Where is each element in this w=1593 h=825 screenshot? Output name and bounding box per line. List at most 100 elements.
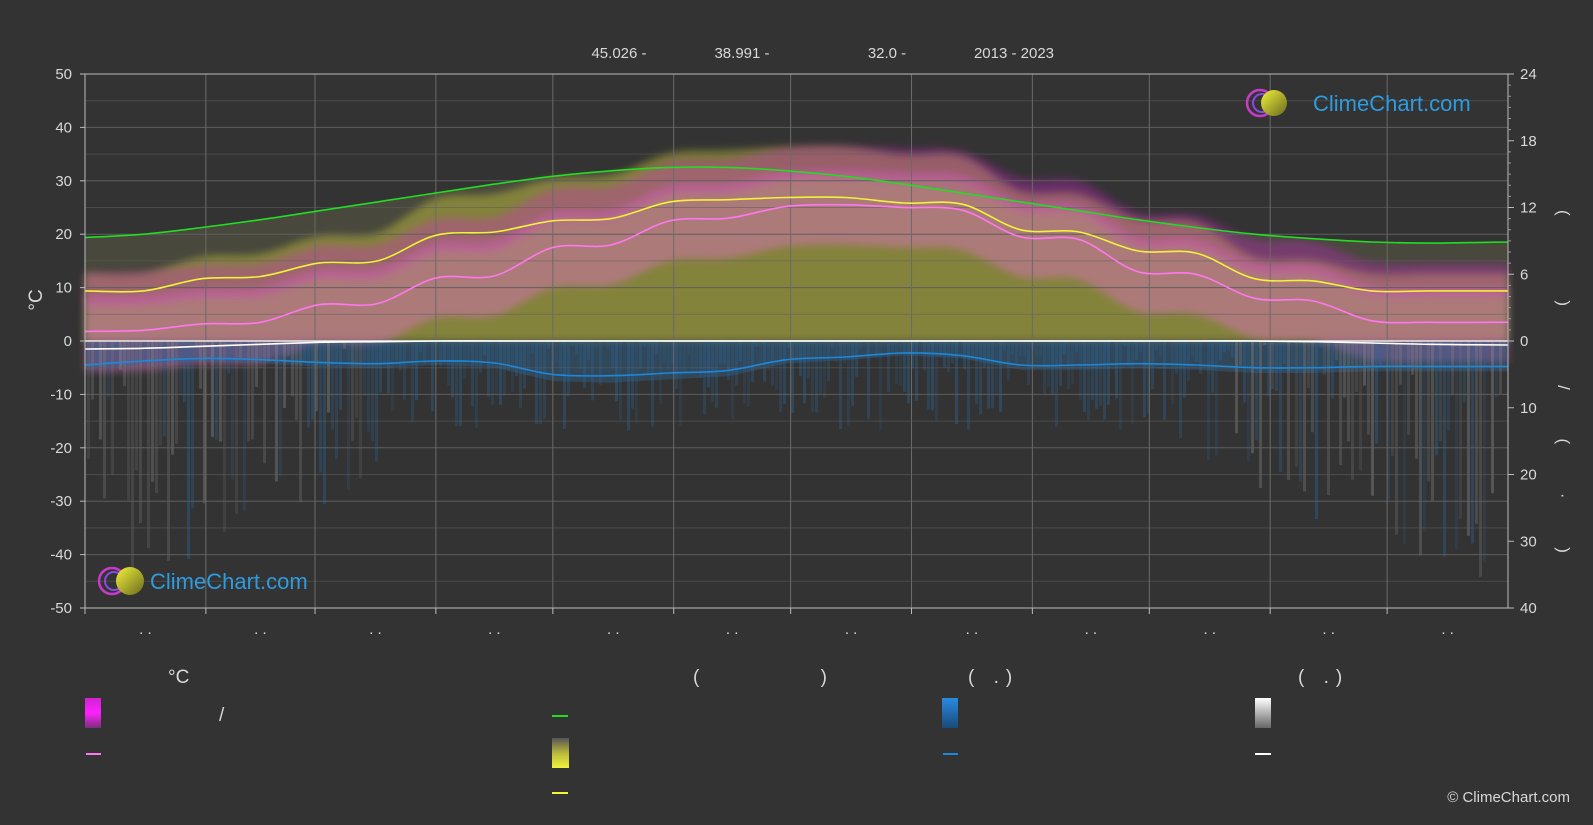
precip-streak [507,341,510,372]
header-longitude: 38.991 - [714,45,769,62]
precip-streak [1267,341,1270,397]
precip-streak [723,341,726,364]
x-month-label: . . [1085,621,1098,638]
precip-streak [663,341,666,364]
precip-streak [351,341,354,442]
precip-streak [975,341,978,405]
precip-streak [183,341,186,403]
precip-streak [1199,341,1202,374]
precip-streak [1019,341,1022,356]
precip-streak [1263,341,1266,345]
precip-streak [1343,341,1346,398]
left-axis-label: °C [26,289,47,310]
right-top-tick-label: 6 [1520,266,1528,283]
left-tick-label: -30 [50,493,72,510]
precip-streak [235,341,238,514]
precip-streak [1099,341,1102,406]
precip-streak [1423,341,1426,532]
precip-streak [983,341,986,368]
precip-streak [215,341,218,440]
precip-streak [195,341,198,347]
precip-streak [587,341,590,361]
precip-streak [187,341,190,559]
precip-streak [751,341,754,382]
precip-streak [907,341,910,404]
left-tick-label: -10 [50,386,72,403]
precip-streak [1271,341,1274,390]
precip-streak [1399,341,1402,385]
precip-streak [327,341,330,413]
precip-streak [1047,341,1050,387]
legend-sunshine-band-swatch [552,738,569,768]
brand-logo-bottom[interactable]: ClimeChart.com [97,566,308,596]
precip-streak [811,341,814,413]
precip-streak [851,341,854,407]
sunshine-line [84,196,1508,293]
precip-streak [763,341,766,382]
precip-streak [1339,341,1342,465]
precip-streak [263,341,266,464]
precip-streak [147,341,150,549]
precip-streak [667,341,670,371]
legend-col1-header: °C [168,667,189,688]
precip-streak [519,341,522,408]
temp-max-band [85,145,1508,305]
left-tick-label: -40 [50,547,72,564]
x-month-label: . . [845,621,858,638]
precip-streak [1371,341,1374,496]
precip-streak [243,341,246,512]
precip-streak [887,341,890,392]
precip-streak [123,341,126,386]
precip-streak [1247,341,1250,462]
legend-rain-band-swatch [942,698,958,728]
precip-streak [1359,341,1362,471]
precip-streak [419,341,422,352]
precip-streak [671,341,674,365]
precip-streak [115,341,118,353]
precip-streak [927,341,930,410]
precip-streak [1391,341,1394,456]
precip-streak [167,341,170,561]
precip-streak [1427,341,1430,482]
precip-streak [111,341,114,475]
precip-streak [731,341,734,419]
snow-mean-line [84,340,1509,350]
precip-streak [955,341,958,425]
precip-streak [1315,341,1318,519]
precip-streak [1115,341,1118,399]
precip-streak [363,341,366,396]
precip-streak [807,341,810,379]
left-tick-label: 50 [55,66,72,83]
precip-streak [787,341,790,349]
x-month-label: . . [1203,621,1216,638]
precip-streak [159,341,162,446]
precip-streak [1007,341,1010,381]
precip-streak [247,341,250,442]
x-month-label: . . [726,621,739,638]
precip-streak [443,341,446,362]
right-bottom-tick-label: 40 [1520,600,1537,617]
precip-streak [399,341,402,371]
precip-streak [379,341,382,393]
header-latitude: 45.026 - [591,45,646,62]
copyright[interactable]: © ClimeChart.com [1447,789,1570,806]
precip-streak [475,341,478,428]
precip-streak [923,341,926,371]
precip-streak [531,341,534,354]
precip-streak [207,341,210,343]
precip-streak [503,341,506,396]
precip-streak [1279,341,1282,472]
precip-streak [1055,341,1058,427]
precip-streak [931,341,934,411]
precip-streak [1135,341,1138,361]
brand-logo-top[interactable]: ClimeChart.com [1245,88,1471,118]
precip-streak [1379,341,1382,367]
left-tick-label: 30 [55,173,72,190]
precip-streak [1103,341,1106,420]
precip-streak [1187,341,1190,381]
precip-streak [991,341,994,409]
precip-streak [1131,341,1134,424]
precip-streak [855,341,858,377]
precip-streak [1283,341,1286,364]
precip-streak [1015,341,1018,364]
